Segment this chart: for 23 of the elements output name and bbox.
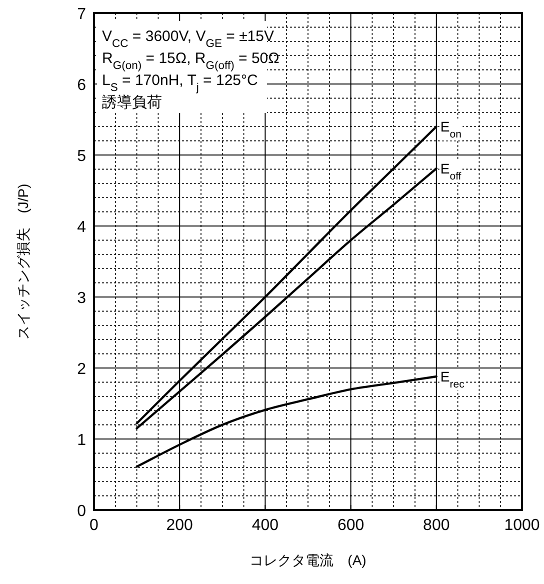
y-tick-label: 6 xyxy=(77,77,86,94)
annotation: 誘導負荷 xyxy=(102,94,162,111)
y-tick-label: 4 xyxy=(77,219,86,236)
x-tick-label: 1000 xyxy=(504,517,540,534)
annotation: R$_{G(on)}$ = 15Ω, R$_{G(off)}$ = 50Ω xyxy=(102,50,280,72)
y-tick-label: 0 xyxy=(77,503,86,520)
y-tick-label: 2 xyxy=(77,361,86,378)
series-label: E$_{on}$ xyxy=(440,118,462,141)
y-axis-title: スイッチング損失 (J/P) xyxy=(15,184,31,340)
annotation: L$_{S}$ = 170nH, T$_{j}$ = 125°C xyxy=(102,72,258,94)
series-label: E$_{off}$ xyxy=(440,160,462,182)
x-tick-label: 400 xyxy=(252,517,279,534)
x-tick-label: 800 xyxy=(423,517,450,534)
annotation: V$_{CC}$ = 3600V, V$_{GE}$ = ±15V xyxy=(102,28,274,50)
x-tick-label: 600 xyxy=(337,517,364,534)
x-axis-title: コレクタ電流 (A) xyxy=(250,552,366,568)
y-tick-label: 7 xyxy=(77,6,86,23)
y-tick-label: 1 xyxy=(77,432,86,449)
y-tick-label: 3 xyxy=(77,290,86,307)
x-tick-label: 0 xyxy=(90,517,99,534)
series-label: E$_{rec}$ xyxy=(440,368,464,391)
y-tick-label: 5 xyxy=(77,148,86,165)
x-tick-label: 200 xyxy=(166,517,194,534)
